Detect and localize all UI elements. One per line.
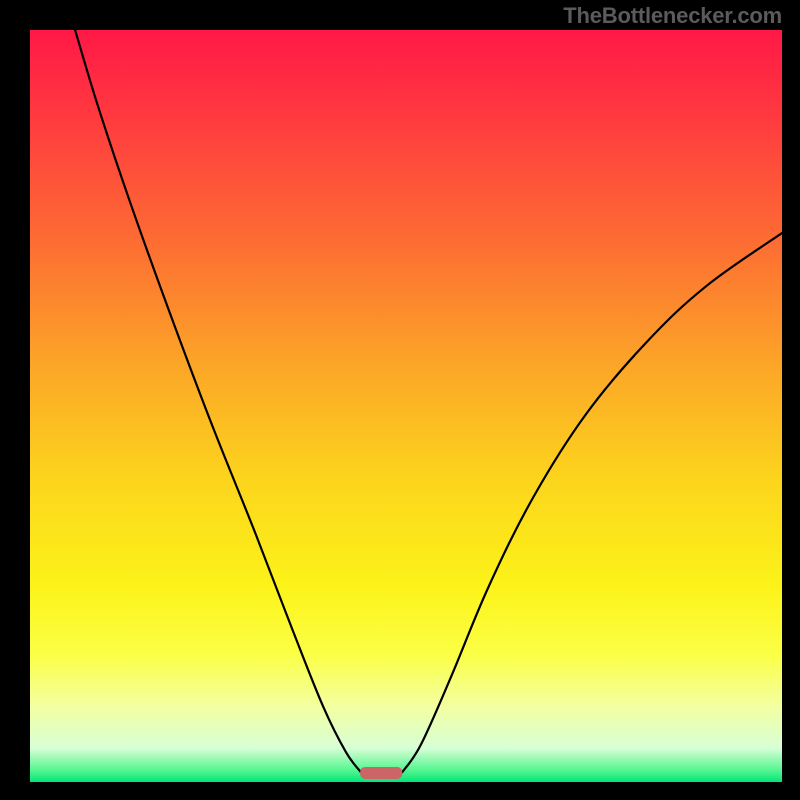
plot-area bbox=[30, 30, 782, 782]
watermark-text: TheBottlenecker.com bbox=[563, 3, 782, 29]
gradient-background bbox=[30, 30, 782, 782]
optimal-range-marker bbox=[360, 767, 402, 779]
chart-svg bbox=[30, 30, 782, 782]
chart-frame: TheBottlenecker.com bbox=[0, 0, 800, 800]
